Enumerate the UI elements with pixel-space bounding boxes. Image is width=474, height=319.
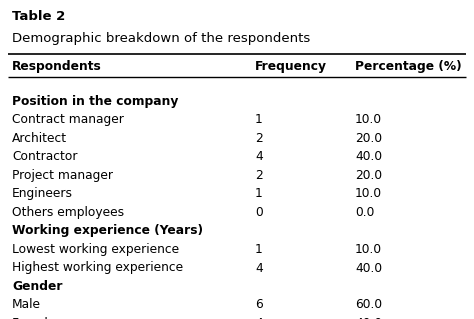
Text: 20.0: 20.0 bbox=[355, 169, 382, 182]
Text: Highest working experience: Highest working experience bbox=[12, 262, 183, 275]
Text: 0: 0 bbox=[255, 206, 263, 219]
Text: 60.0: 60.0 bbox=[355, 299, 382, 311]
Text: 20.0: 20.0 bbox=[355, 132, 382, 145]
Text: 1: 1 bbox=[255, 188, 263, 201]
Text: 10.0: 10.0 bbox=[355, 114, 382, 127]
Text: Project manager: Project manager bbox=[12, 169, 113, 182]
Text: Others employees: Others employees bbox=[12, 206, 124, 219]
Text: 40.0: 40.0 bbox=[355, 262, 382, 275]
Text: Position in the company: Position in the company bbox=[12, 95, 178, 108]
Text: 1: 1 bbox=[255, 243, 263, 256]
Text: 4: 4 bbox=[255, 151, 263, 164]
Text: Gender: Gender bbox=[12, 280, 63, 293]
Text: Contractor: Contractor bbox=[12, 151, 78, 164]
Text: Table 2: Table 2 bbox=[12, 10, 65, 23]
Text: 6: 6 bbox=[255, 299, 263, 311]
Text: Respondents: Respondents bbox=[12, 60, 102, 73]
Text: Male: Male bbox=[12, 299, 41, 311]
Text: Engineers: Engineers bbox=[12, 188, 73, 201]
Text: 4: 4 bbox=[255, 317, 263, 319]
Text: Contract manager: Contract manager bbox=[12, 114, 124, 127]
Text: Demographic breakdown of the respondents: Demographic breakdown of the respondents bbox=[12, 32, 310, 45]
Text: Frequency: Frequency bbox=[255, 60, 327, 73]
Text: Working experience (Years): Working experience (Years) bbox=[12, 225, 203, 238]
Text: Lowest working experience: Lowest working experience bbox=[12, 243, 179, 256]
Text: Percentage (%): Percentage (%) bbox=[355, 60, 462, 73]
Text: 10.0: 10.0 bbox=[355, 188, 382, 201]
Text: Female: Female bbox=[12, 317, 56, 319]
Text: 1: 1 bbox=[255, 114, 263, 127]
Text: 0.0: 0.0 bbox=[355, 206, 374, 219]
Text: 2: 2 bbox=[255, 132, 263, 145]
Text: Architect: Architect bbox=[12, 132, 67, 145]
Text: 40.0: 40.0 bbox=[355, 317, 382, 319]
Text: 40.0: 40.0 bbox=[355, 151, 382, 164]
Text: 10.0: 10.0 bbox=[355, 243, 382, 256]
Text: 4: 4 bbox=[255, 262, 263, 275]
Text: 2: 2 bbox=[255, 169, 263, 182]
